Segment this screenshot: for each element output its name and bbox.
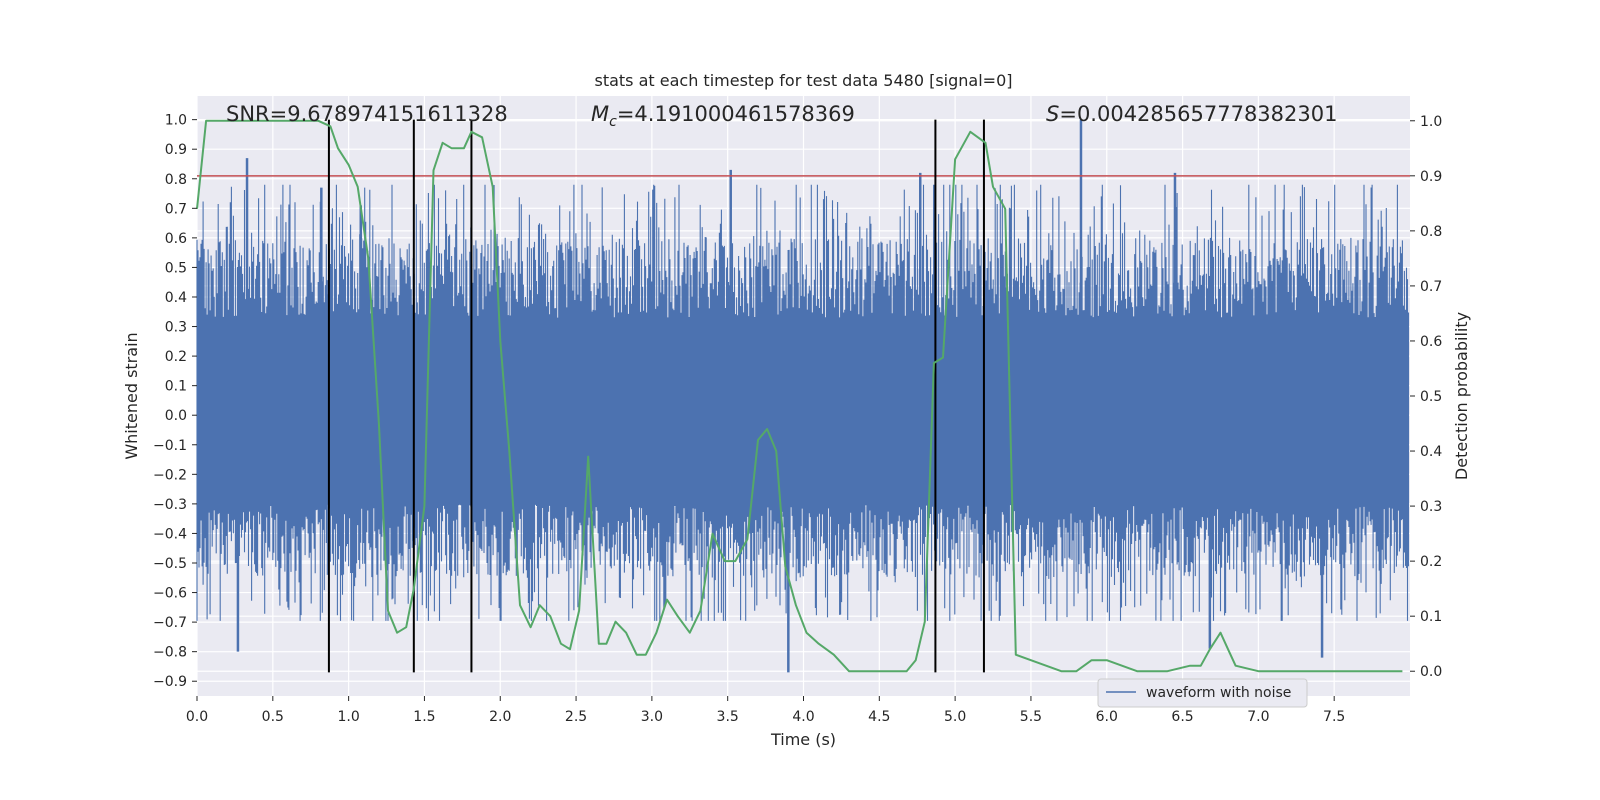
y-tick-label: 0.2 [165,349,187,365]
y-tick-label: −0.5 [153,556,187,572]
waveform-series [196,119,1410,673]
s-value: =0.004285657778382301 [1059,102,1337,126]
y-tick-label: 0.8 [165,172,187,188]
y-tick-label: −0.2 [153,467,187,483]
y-tick-label: 0.9 [165,142,187,158]
x-tick-label: 2.0 [489,709,511,725]
y-tick-label: −0.8 [153,645,187,661]
y2-axis-label: Detection probability [1452,312,1471,480]
y2-tick-label: 0.0 [1420,664,1442,680]
x-tick-label: 6.5 [1171,709,1193,725]
y-tick-label: 0.5 [165,260,187,276]
y-tick-label: −0.6 [153,586,187,602]
y-tick-label: −0.9 [153,674,187,690]
y-tick-label: 0.3 [165,320,187,336]
chirp-mass-annotation: Mc=4.191000461578369 [591,102,855,130]
y-tick-label: 1.0 [165,113,187,129]
probability-series [196,119,1403,673]
mc-value: =4.191000461578369 [617,102,855,126]
y2-tick-label: 0.9 [1420,169,1442,185]
y2-tick-label: 0.2 [1420,554,1442,570]
x-tick-label: 7.0 [1247,709,1269,725]
x-tick-label: 0.5 [262,709,284,725]
y-axis-right: 1.0 0.9 0.8 0.7 0.6 0.5 0.4 0.3 0.2 0.1 0.0 [1410,114,1442,680]
y-tick-label: 0.0 [165,408,187,424]
mc-symbol: M [591,102,609,126]
x-axis-label: Time (s) [770,730,836,749]
y2-tick-label: 0.4 [1420,444,1442,460]
y2-tick-label: 0.6 [1420,334,1442,350]
s-symbol: S [1046,102,1059,126]
x-tick-label: 5.5 [1020,709,1042,725]
y2-tick-label: 0.1 [1420,609,1442,625]
legend-box [1097,678,1308,708]
y-tick-label: −0.4 [153,526,187,542]
y-tick-label: 0.6 [165,231,187,247]
y2-tick-label: 0.8 [1420,224,1442,240]
y-tick-label: −0.7 [153,615,187,631]
x-tick-label: 0.0 [186,709,208,725]
y2-tick-label: 0.5 [1420,389,1442,405]
waveform-trace [196,184,1410,621]
x-tick-label: 7.5 [1323,709,1345,725]
y-tick-label: 0.7 [165,201,187,217]
x-tick-label: 1.0 [337,709,359,725]
chart-title: stats at each timestep for test data 548… [594,71,1012,90]
x-tick-label: 6.0 [1096,709,1118,725]
y2-tick-label: 0.7 [1420,279,1442,295]
x-tick-label: 4.0 [792,709,814,725]
y-axis-label: Whitened strain [122,332,141,459]
mc-subscript: c [609,114,617,130]
x-tick-label: 1.5 [413,709,435,725]
x-tick-label: 3.0 [641,709,663,725]
event-markers [327,119,985,673]
y2-tick-label: 0.3 [1420,499,1442,515]
legend: waveform with noise [1097,678,1308,708]
x-tick-label: 5.0 [944,709,966,725]
y2-tick-label: 1.0 [1420,114,1442,130]
y-tick-label: −0.3 [153,497,187,513]
snr-annotation: SNR=9.678974151611328 [226,102,508,126]
x-tick-label: 2.5 [565,709,587,725]
x-tick-label: 4.5 [868,709,890,725]
y-axis-left: 1.0 0.9 0.8 0.7 0.6 0.5 0.4 0.3 0.2 0.1 0.0 −0.1 −0.… [153,113,197,690]
statistic-annotation: S=0.004285657778382301 [1046,102,1337,126]
probability-line [196,119,1403,673]
y-tick-label: −0.1 [153,438,187,454]
y-tick-label: 0.4 [165,290,187,306]
y-tick-label: 0.1 [165,379,187,395]
x-tick-label: 3.5 [717,709,739,725]
legend-entry: waveform with noise [1146,685,1291,701]
